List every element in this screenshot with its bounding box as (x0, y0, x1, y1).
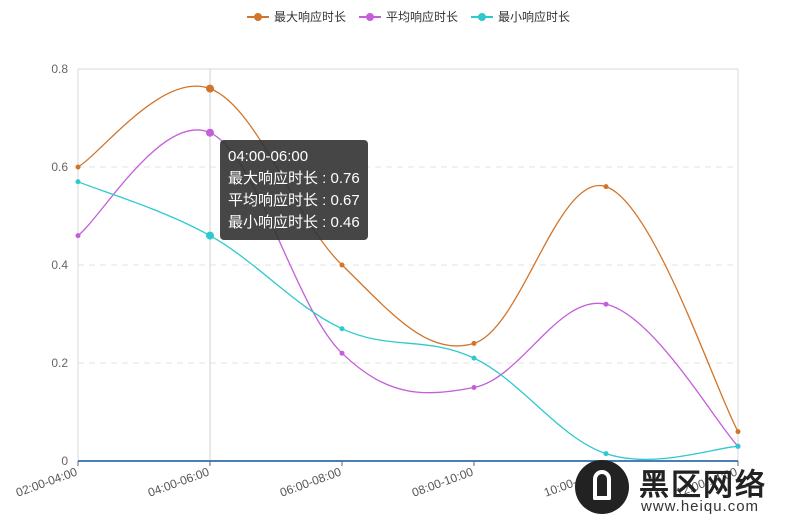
watermark: 黑区网络 www.heiqu.com (575, 458, 795, 520)
data-point-max (735, 429, 741, 435)
tooltip: 04:00-06:00 最大响应时长 : 0.76 平均响应时长 : 0.67 … (220, 140, 368, 240)
x-tick-label: 08:00-10:00 (410, 465, 475, 500)
y-tick-label: 0.6 (51, 160, 68, 174)
series-line-min (77, 181, 739, 461)
data-point-min (206, 231, 214, 240)
tooltip-row-min: 最小响应时长 : 0.46 (228, 214, 360, 231)
tooltip-title: 04:00-06:00 (228, 148, 309, 165)
y-tick-label: 0.2 (51, 356, 68, 370)
data-point-min (75, 179, 81, 185)
tooltip-row-avg: 平均响应时长 : 0.67 (228, 192, 360, 209)
data-point-min (471, 355, 477, 361)
data-point-max (339, 262, 345, 268)
series-line-max (77, 85, 739, 432)
watermark-url: www.heiqu.com (641, 498, 760, 515)
data-point-min (735, 443, 741, 449)
legend-label-min: 最小响应时长 (498, 9, 570, 24)
legend-label-max: 最大响应时长 (274, 9, 346, 24)
series-line-avg (77, 129, 739, 447)
x-tick-label: 02:00-04:00 (14, 465, 79, 500)
data-point-max (603, 184, 609, 190)
data-point-max (471, 340, 477, 346)
y-tick-label: 0.8 (51, 62, 68, 76)
legend-swatch-dot-avg (366, 13, 374, 21)
x-tick-label: 04:00-06:00 (146, 465, 211, 500)
data-point-avg (75, 233, 81, 239)
data-point-avg (339, 350, 345, 356)
legend-swatch-dot-max (254, 13, 262, 21)
legend-swatch-dot-min (478, 13, 486, 21)
tooltip-row-max: 最大响应时长 : 0.76 (228, 170, 360, 187)
data-point-min (603, 451, 609, 457)
data-point-max (75, 164, 81, 170)
data-point-avg (471, 385, 477, 390)
y-tick-label: 0.4 (51, 258, 68, 272)
data-point-min (339, 326, 345, 332)
watermark-logo-icon (575, 460, 629, 514)
legend-label-avg: 平均响应时长 (386, 9, 458, 24)
y-tick-label: 0 (61, 454, 68, 468)
data-point-avg (603, 301, 609, 307)
x-tick-label: 06:00-08:00 (278, 465, 343, 500)
data-point-max (206, 84, 214, 93)
data-point-avg (206, 128, 214, 137)
watermark-title: 黑区网络 (639, 469, 767, 502)
